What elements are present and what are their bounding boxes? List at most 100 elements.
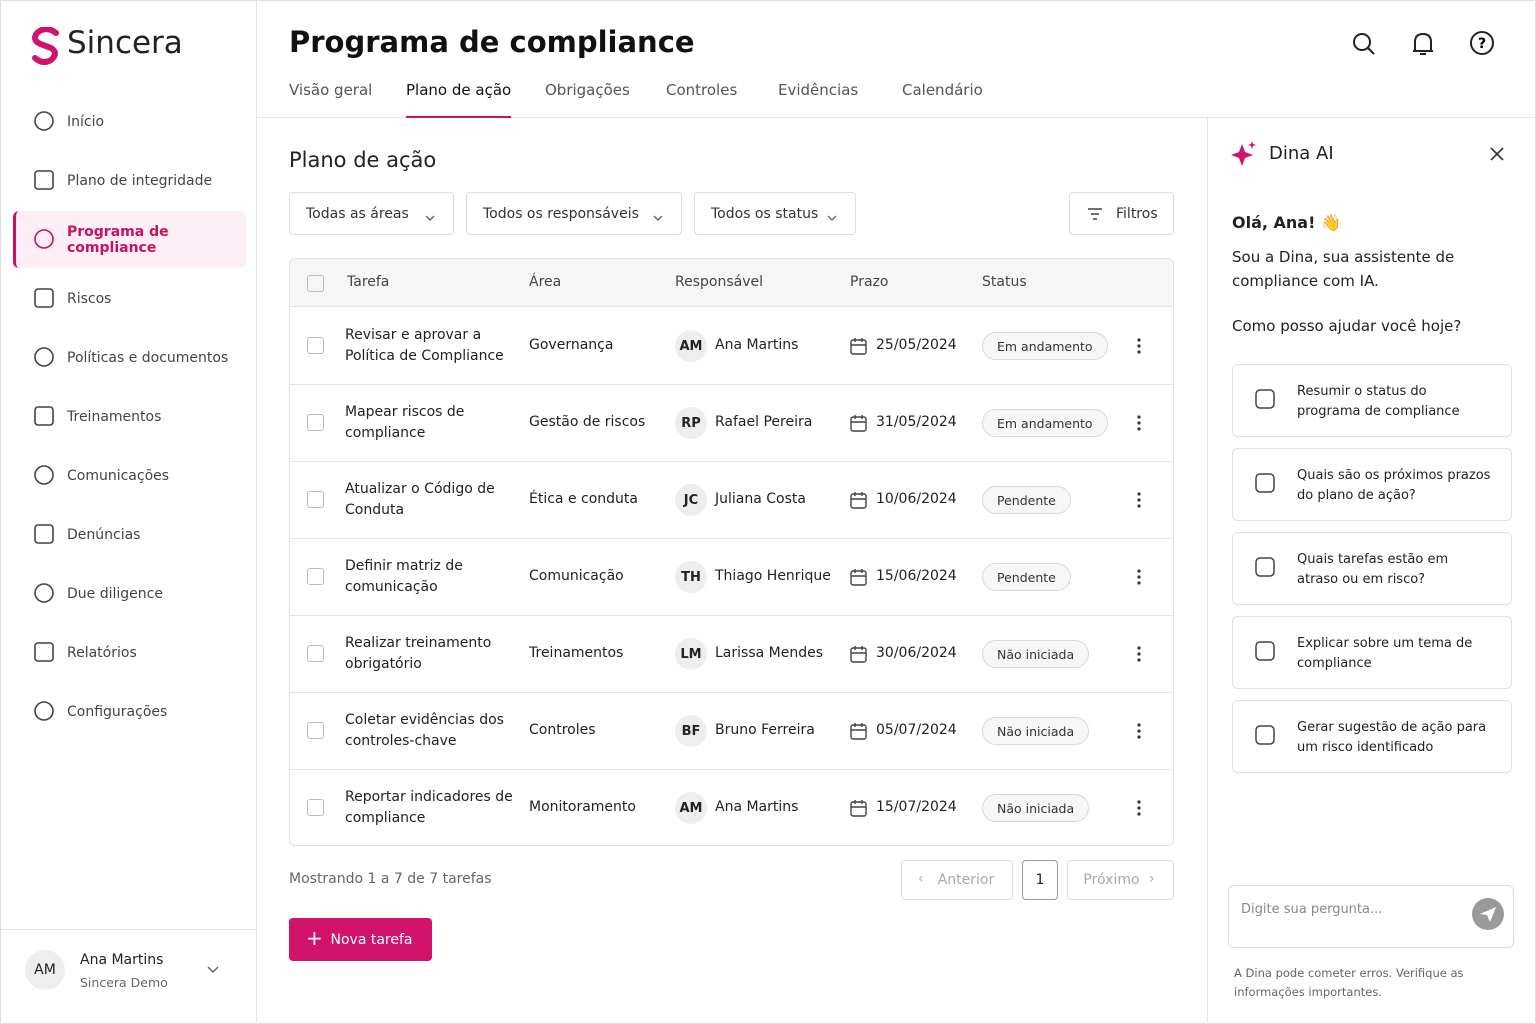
- table-header: [290, 259, 1173, 307]
- status: Não iniciada: [982, 640, 1090, 668]
- new-task-button[interactable]: Nova tarefa: [289, 918, 432, 961]
- tab[interactable]: Plano de ação: [406, 81, 512, 118]
- suggestion[interactable]: Quais são os próximos prazos do plano de…: [1232, 448, 1512, 521]
- row-menu[interactable]: [1136, 645, 1142, 667]
- task: Realizar treinamento obrigatório: [345, 635, 492, 672]
- tab[interactable]: Calendário: [902, 81, 983, 99]
- suggestion[interactable]: Explicar sobre um tema de compliance: [1232, 616, 1512, 689]
- checkbox[interactable]: [307, 414, 324, 431]
- owner: Rafael Pereira: [715, 414, 813, 430]
- checkbox[interactable]: [307, 722, 324, 739]
- row-menu[interactable]: [1136, 491, 1142, 513]
- nav-item[interactable]: Comunicações: [67, 467, 170, 484]
- row-divider: [290, 538, 1173, 539]
- nav-item[interactable]: Configurações: [67, 703, 168, 720]
- task: Revisar e aprovar a Política de Complian…: [345, 327, 504, 364]
- svg-text:?: ?: [1478, 36, 1486, 52]
- suggestion-icon: [1254, 640, 1276, 666]
- brand: Sincera: [67, 25, 183, 61]
- suggestion-icon: [1254, 388, 1276, 414]
- nav-icon: [33, 641, 55, 667]
- tab[interactable]: Evidências: [778, 81, 859, 99]
- filter-select[interactable]: Todos os responsáveis: [466, 192, 682, 235]
- send-button[interactable]: [1472, 898, 1504, 930]
- nav-item[interactable]: Denúncias: [67, 526, 141, 543]
- suggestion[interactable]: Quais tarefas estão em atraso ou em risc…: [1232, 532, 1512, 605]
- row-menu[interactable]: [1136, 337, 1142, 359]
- nav-item[interactable]: Início: [67, 113, 105, 130]
- calendar-icon: [850, 414, 867, 436]
- tab[interactable]: Visão geral: [289, 81, 373, 99]
- calendar-icon: [850, 568, 867, 590]
- row-divider: [290, 692, 1173, 693]
- owner-avatar: AM: [675, 792, 707, 824]
- nav-item[interactable]: Relatórios: [67, 644, 137, 661]
- status: Pendente: [982, 563, 1071, 591]
- user-menu[interactable]: [206, 965, 220, 975]
- tab[interactable]: Controles: [666, 81, 738, 99]
- area: Controles: [529, 722, 596, 738]
- checkbox[interactable]: [307, 275, 324, 292]
- tab[interactable]: Obrigações: [545, 81, 630, 99]
- area: Governança: [529, 337, 614, 353]
- nav-icon: [33, 346, 55, 372]
- next-button[interactable]: Próximo: [1067, 860, 1174, 900]
- nav-item[interactable]: Plano de integridade: [67, 172, 213, 189]
- checkbox[interactable]: [307, 337, 324, 354]
- nav-item[interactable]: Políticas e documentos: [67, 349, 229, 366]
- nav-item[interactable]: Due diligence: [67, 585, 163, 602]
- prev-button[interactable]: Anterior: [901, 860, 1013, 900]
- due-date: 15/06/2024: [876, 568, 957, 584]
- column-header: Responsável: [675, 274, 763, 290]
- chevron: [424, 209, 436, 228]
- suggestion-icon: [1254, 556, 1276, 582]
- disclaimer: A Dina pode cometer erros. Verifique as …: [1234, 966, 1464, 999]
- assistant-panel: Dina AI Olá, Ana! 👋 Sou a Dina, sua assi…: [1207, 118, 1536, 1024]
- owner-avatar: BF: [675, 715, 707, 747]
- prev-chevron: ‹: [918, 871, 924, 887]
- chat-input[interactable]: Digite sua pergunta...: [1228, 885, 1514, 948]
- filters-button[interactable]: Filtros: [1069, 192, 1174, 235]
- column-header: Área: [529, 274, 562, 290]
- greeting: Olá, Ana! 👋: [1232, 213, 1341, 232]
- checkbox[interactable]: [307, 491, 324, 508]
- row-menu[interactable]: [1136, 722, 1142, 744]
- suggestion[interactable]: Gerar sugestão de ação para um risco ide…: [1232, 700, 1512, 773]
- nav-icon: [33, 582, 55, 608]
- row-menu[interactable]: [1136, 568, 1142, 590]
- owner-avatar: JC: [675, 484, 707, 516]
- due-date: 15/07/2024: [876, 799, 957, 815]
- page-number[interactable]: 1: [1022, 860, 1058, 900]
- column-header: Tarefa: [347, 274, 390, 290]
- calendar-icon: [850, 722, 867, 744]
- area: Monitoramento: [529, 799, 636, 815]
- status: Pendente: [982, 486, 1071, 514]
- filter-select[interactable]: Todos os status: [694, 192, 856, 235]
- next-chevron: ›: [1149, 871, 1155, 887]
- calendar-icon: [850, 337, 867, 359]
- suggestion[interactable]: Resumir o status do programa de complian…: [1232, 364, 1512, 437]
- header-icons[interactable]: ?: [1351, 31, 1501, 57]
- checkbox[interactable]: [307, 568, 324, 585]
- filter-select[interactable]: Todas as áreas: [289, 192, 454, 235]
- page-title: Programa de compliance: [289, 25, 695, 59]
- row-menu[interactable]: [1136, 414, 1142, 436]
- row-menu[interactable]: [1136, 799, 1142, 821]
- owner-avatar: AM: [675, 330, 707, 362]
- nav-item[interactable]: Treinamentos: [67, 408, 162, 425]
- checkbox[interactable]: [307, 645, 324, 662]
- nav-icon: [33, 287, 55, 313]
- owner-avatar: RP: [675, 407, 707, 439]
- row-divider: [290, 384, 1173, 385]
- checkbox[interactable]: [307, 799, 324, 816]
- nav-icon: [33, 169, 55, 195]
- owner: Ana Martins: [715, 337, 799, 353]
- assistant-title: Dina AI: [1269, 143, 1334, 164]
- nav-item[interactable]: Programa de compliance: [13, 211, 246, 268]
- nav-icon: [33, 700, 55, 726]
- close-button[interactable]: [1490, 147, 1504, 161]
- nav-item[interactable]: Riscos: [67, 290, 112, 307]
